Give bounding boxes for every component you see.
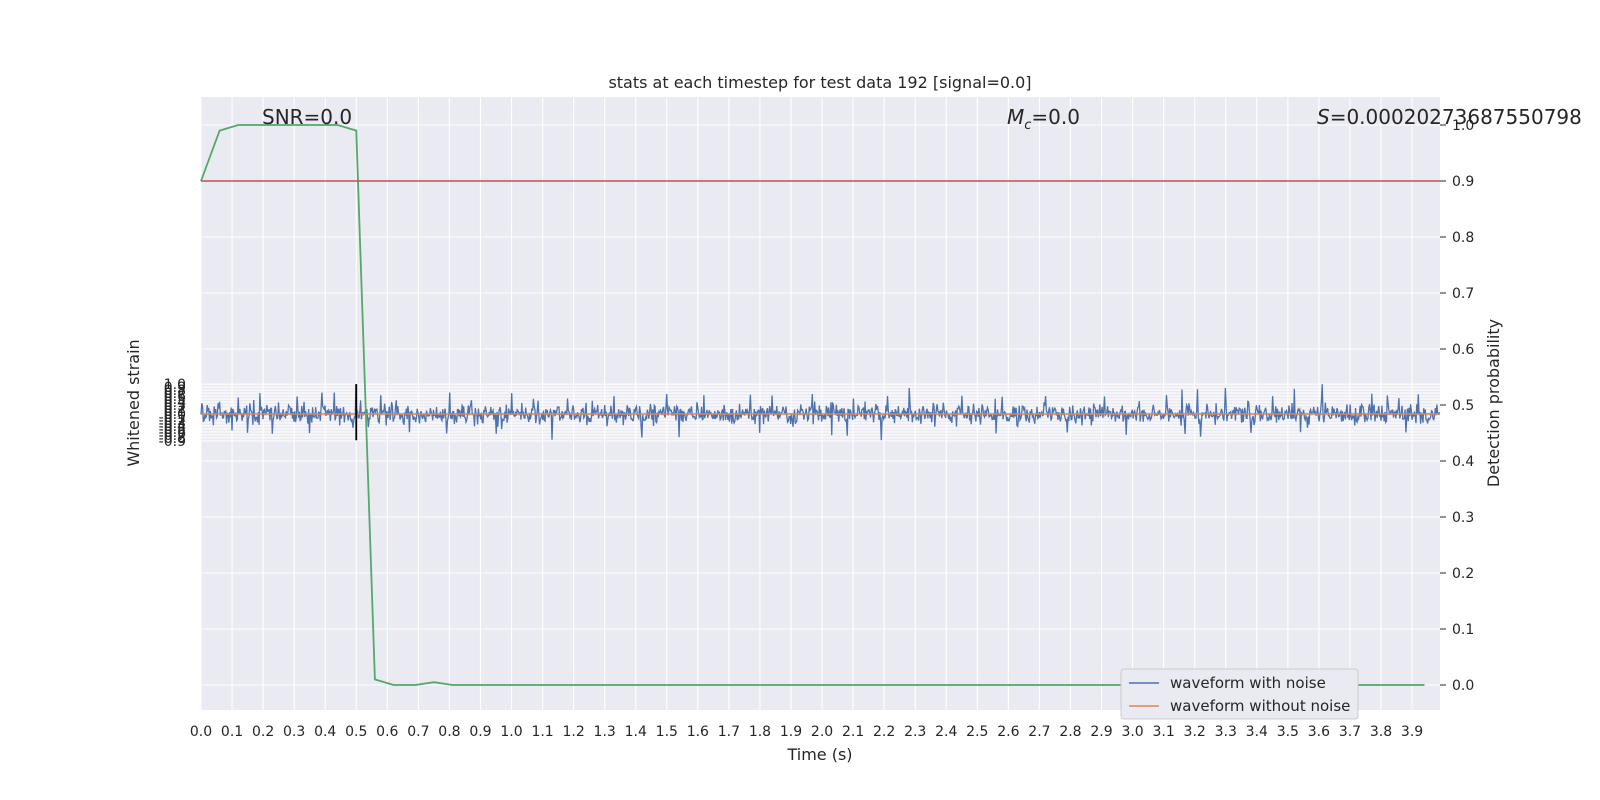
y-tick-label: 0.5	[164, 392, 186, 408]
plot-background	[201, 97, 1440, 710]
y2-tick-label: 0.0	[1452, 678, 1474, 694]
mc-subscript: c	[1024, 118, 1031, 133]
y-tick-label: -0.4	[159, 419, 186, 435]
mc-symbol: M	[1007, 105, 1024, 129]
mc-annotation: Mc=0.0	[1007, 105, 1080, 133]
x-tick-label: 0.6	[376, 724, 398, 740]
x-tick-label: 2.6	[997, 724, 1019, 740]
y2-tick-label: 0.7	[1452, 286, 1474, 302]
x-tick-label: 0.9	[469, 724, 491, 740]
s-value: =0.00020273687550798	[1330, 105, 1582, 129]
x-tick-label: 1.8	[749, 724, 771, 740]
y2-tick-label: 1.0	[1452, 118, 1474, 134]
y2-axis-ticks: 1.0 0.9 0.8 0.7 0.6 0.5 0.4 0.3 0.2 0.1 0.0	[1440, 118, 1474, 694]
x-axis-label: Time (s)	[786, 745, 852, 764]
legend-label-clean: waveform without noise	[1170, 697, 1350, 715]
x-tick-label: 1.2	[562, 724, 584, 740]
y-tick-label: 0.2	[164, 401, 186, 417]
y-tick-label: -0.6	[159, 425, 186, 441]
legend: waveform with noise waveform without noi…	[1120, 668, 1359, 720]
x-tick-label: 3.1	[1152, 724, 1174, 740]
chart-title: stats at each timestep for test data 192…	[608, 73, 1031, 92]
legend-box	[1120, 668, 1359, 720]
y-tick-label: 0.4	[164, 395, 186, 411]
x-tick-label: 2.1	[842, 724, 864, 740]
series-line-probability	[200, 124, 1425, 686]
x-tick-label: 1.9	[780, 724, 802, 740]
x-tick-label: 2.2	[873, 724, 895, 740]
x-tick-label: 2.7	[1028, 724, 1050, 740]
y2-tick-label: 0.5	[1452, 398, 1474, 414]
x-tick-label: 0.2	[252, 724, 274, 740]
y-tick-label: -0.5	[159, 422, 186, 438]
x-tick-label: 0.5	[345, 724, 367, 740]
y-tick-label: -0.9	[159, 434, 186, 450]
y2-tick-label: 0.4	[1452, 454, 1474, 470]
y2-tick-label: 0.8	[1452, 230, 1474, 246]
x-tick-label: 3.7	[1339, 724, 1361, 740]
y-tick-label: 0.6	[164, 389, 186, 405]
y-tick-label: 0.7	[164, 386, 186, 402]
s-symbol: S	[1317, 105, 1330, 129]
x-tick-label: 3.2	[1184, 724, 1206, 740]
x-tick-label: 3.3	[1215, 724, 1237, 740]
x-tick-label: 1.7	[718, 724, 740, 740]
x-tick-label: 1.5	[656, 724, 678, 740]
grid	[200, 97, 1440, 710]
y-tick-label: 0.0	[164, 407, 186, 423]
y-tick-label: -0.7	[159, 428, 186, 444]
mc-value: =0.0	[1031, 105, 1080, 129]
legend-label-noise: waveform with noise	[1170, 674, 1326, 692]
x-tick-label: 0.7	[407, 724, 429, 740]
x-tick-label: 0.4	[314, 724, 336, 740]
x-tick-label: 2.8	[1059, 724, 1081, 740]
y-tick-label: 0.9	[164, 380, 186, 396]
y2-tick-label: 0.2	[1452, 566, 1474, 582]
y-tick-label: -0.8	[159, 431, 186, 447]
y-tick-label: 0.1	[164, 404, 186, 420]
y2-tick-label: 0.1	[1452, 622, 1474, 638]
x-axis-ticks: 0.0 0.1 0.2 0.3 0.4 0.5 0.6 0.7 0.8 0.9 1.0 1.1 1.2 1…	[190, 724, 1423, 740]
x-tick-label: 0.0	[190, 724, 212, 740]
x-tick-label: 2.9	[1090, 724, 1112, 740]
x-tick-label: 3.9	[1401, 724, 1423, 740]
series-line-noise	[200, 384, 1441, 441]
y2-tick-label: 0.6	[1452, 342, 1474, 358]
snr-annotation: SNR=0.0	[262, 105, 352, 129]
x-tick-label: 2.0	[811, 724, 833, 740]
x-tick-label: 3.8	[1370, 724, 1392, 740]
y2-axis-label: Detection probability	[1484, 319, 1503, 487]
x-tick-label: 3.6	[1308, 724, 1330, 740]
x-tick-label: 1.0	[500, 724, 522, 740]
y-axis-label: Whitened strain	[124, 339, 143, 466]
x-tick-label: 3.4	[1246, 724, 1268, 740]
x-tick-label: 0.3	[283, 724, 305, 740]
s-annotation: S=0.00020273687550798	[1317, 105, 1582, 129]
y-tick-label: -0.2	[159, 413, 186, 429]
x-tick-label: 2.5	[966, 724, 988, 740]
x-tick-label: 3.5	[1277, 724, 1299, 740]
y-tick-label: 0.3	[164, 398, 186, 414]
x-tick-label: 0.8	[438, 724, 460, 740]
y-axis-ticks: 1.00.90.80.70.60.50.40.30.20.10.0-0.1-0.…	[159, 377, 186, 450]
x-tick-label: 1.3	[594, 724, 616, 740]
x-tick-label: 1.4	[625, 724, 647, 740]
y-tick-label: -0.3	[159, 416, 186, 432]
x-tick-label: 1.1	[531, 724, 553, 740]
x-tick-label: 3.0	[1121, 724, 1143, 740]
x-tick-label: 2.3	[904, 724, 926, 740]
x-tick-label: 2.4	[935, 724, 957, 740]
y2-tick-label: 0.3	[1452, 510, 1474, 526]
y-tick-label: 0.8	[164, 383, 186, 399]
series-detection-probability	[200, 124, 1425, 686]
series-waveform-with-noise	[200, 384, 1441, 441]
x-tick-label: 0.1	[221, 724, 243, 740]
x-tick-label: 1.6	[687, 724, 709, 740]
y-tick-label: -0.1	[159, 410, 186, 426]
y-tick-label: 1.0	[164, 377, 186, 393]
y2-tick-label: 0.9	[1452, 174, 1474, 190]
